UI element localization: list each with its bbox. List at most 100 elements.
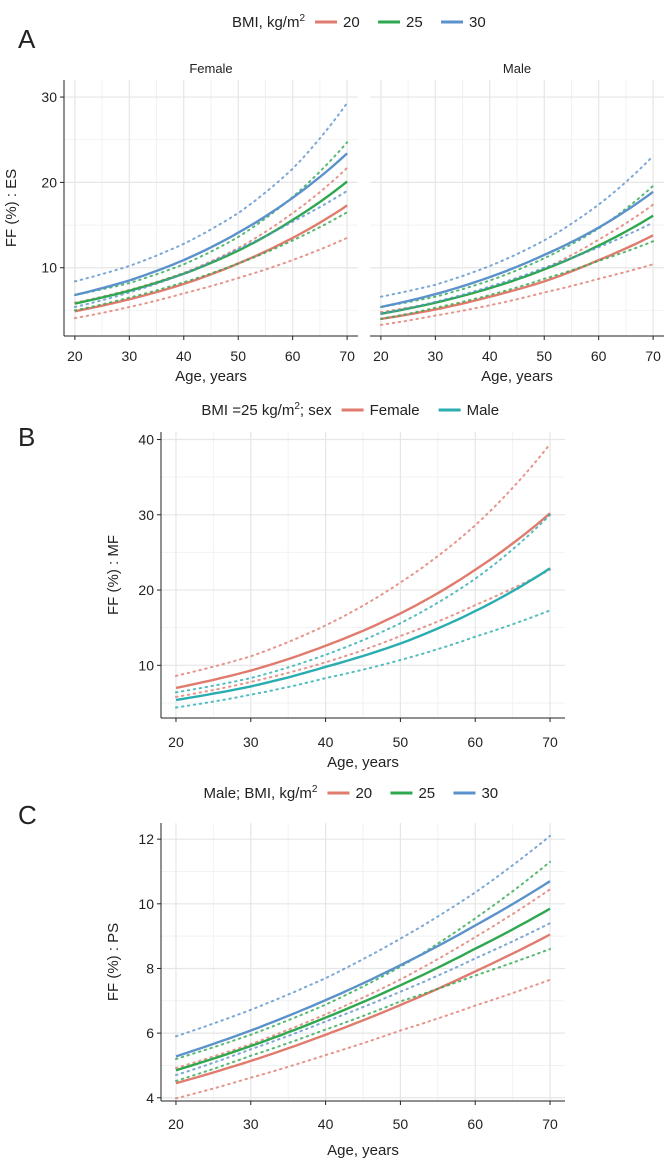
legend-label: 30 [469, 14, 486, 31]
legend-item-30: 30 [441, 14, 486, 31]
fit-line [74, 152, 348, 297]
legend-item-30: 30 [453, 785, 498, 802]
legend-title: BMI =25 kg/m2; sex [201, 401, 332, 419]
x-tick-label: 50 [230, 348, 246, 364]
x-tick-label: 70 [542, 1116, 558, 1132]
fit-line [380, 234, 654, 321]
ci-lower-line [175, 948, 551, 1082]
x-tick-label: 20 [168, 734, 184, 750]
series-25 [73, 141, 349, 312]
series-30 [379, 154, 655, 315]
x-tick-label: 60 [591, 348, 607, 364]
series-20 [175, 888, 551, 1100]
series-20 [73, 166, 349, 320]
ci-upper-line [175, 860, 551, 1060]
legend-item-20: 20 [315, 14, 360, 31]
legend-item-25: 25 [378, 14, 423, 31]
x-tick-label: 30 [243, 734, 259, 750]
x-tick-label: 30 [428, 348, 444, 364]
x-tick-label: 70 [645, 348, 661, 364]
legend-B: BMI =25 kg/m2; sex Female Male [201, 401, 499, 419]
chart-panel-a: A BMI, kg/m2 20 25 30 Female 20 30 40 50 60 70 10 20 3… [3, 13, 664, 385]
y-tick-label: 40 [138, 432, 154, 448]
plot-panel: 20 30 40 50 60 70 4 6 8 10 12 [138, 823, 565, 1132]
ci-upper-line [73, 141, 349, 296]
y-tick-label: 6 [146, 1025, 154, 1041]
x-tick-label: 50 [393, 734, 409, 750]
fit-line [380, 214, 654, 315]
y-tick-label: 10 [138, 657, 154, 673]
y-tick-label: 30 [41, 89, 57, 105]
legend-C: Male; BMI, kg/m2 20 25 30 [204, 784, 499, 802]
ci-upper-line [379, 154, 655, 298]
facet-title: Male [503, 61, 531, 76]
x-tick-label: 20 [168, 1116, 184, 1132]
legend-label: Male [467, 402, 500, 419]
series-female [175, 443, 551, 698]
y-tick-label: 12 [138, 831, 154, 847]
legend-label: 25 [418, 785, 435, 802]
fit-line [175, 933, 551, 1085]
x-tick-label: 70 [339, 348, 355, 364]
ci-lower-line [73, 211, 349, 312]
legend-label: 20 [343, 14, 360, 31]
x-axis-title: Age, years [481, 368, 553, 385]
y-axis-title: FF (%) : MF [105, 535, 122, 615]
y-tick-label: 4 [146, 1090, 154, 1106]
legend-title: BMI, kg/m2 [232, 13, 306, 31]
panel-letter: B [18, 422, 35, 452]
series-30 [175, 834, 551, 1077]
fit-line [74, 204, 348, 313]
fit-line [175, 567, 551, 702]
y-tick-label: 8 [146, 960, 154, 976]
x-tick-label: 40 [318, 1116, 334, 1132]
ci-lower-line [175, 568, 551, 698]
ci-lower-line [175, 978, 551, 1100]
ci-upper-line [175, 443, 551, 677]
x-tick-label: 60 [467, 1116, 483, 1132]
fit-line [380, 190, 654, 309]
legend-A: BMI, kg/m2 20 25 30 [232, 13, 486, 31]
panel-letter: A [18, 24, 36, 54]
ci-lower-line [379, 240, 655, 320]
y-axis-title: FF (%) : ES [3, 169, 20, 247]
ci-upper-line [73, 102, 349, 283]
fit-line [175, 512, 551, 690]
facet-title: Female [189, 61, 232, 76]
x-tick-label: 20 [67, 348, 83, 364]
ci-upper-line [175, 834, 551, 1038]
x-tick-label: 40 [176, 348, 192, 364]
series-25 [175, 860, 551, 1082]
legend-item-20: 20 [327, 785, 372, 802]
y-tick-label: 10 [41, 260, 57, 276]
x-tick-label: 60 [467, 734, 483, 750]
legend-item-female: Female [341, 402, 420, 419]
x-axis-title: Age, years [327, 754, 399, 771]
x-tick-label: 50 [393, 1116, 409, 1132]
chart-panel-b: B BMI =25 kg/m2; sex Female Male 20 30 40 50 60 7… [18, 401, 565, 771]
fit-line [175, 907, 551, 1072]
y-tick-label: 30 [138, 507, 154, 523]
legend-title: Male; BMI, kg/m2 [204, 784, 318, 802]
series-25 [379, 184, 655, 320]
x-tick-label: 40 [318, 734, 334, 750]
x-tick-label: 30 [122, 348, 138, 364]
y-tick-label: 20 [41, 174, 57, 190]
y-tick-label: 10 [138, 896, 154, 912]
series-30 [73, 102, 349, 308]
fit-line [74, 180, 348, 305]
x-tick-label: 60 [285, 348, 301, 364]
legend-label: 30 [481, 785, 498, 802]
legend-item-25: 25 [390, 785, 435, 802]
x-axis-title: Age, years [175, 368, 247, 385]
x-tick-label: 20 [373, 348, 389, 364]
x-tick-label: 40 [482, 348, 498, 364]
legend-label: 25 [406, 14, 423, 31]
fit-line [175, 880, 551, 1058]
ci-lower-line [73, 189, 349, 308]
x-tick-label: 70 [542, 734, 558, 750]
ci-lower-line [379, 263, 655, 326]
y-axis-title: FF (%) : PS [105, 923, 122, 1001]
series-male [175, 513, 551, 709]
